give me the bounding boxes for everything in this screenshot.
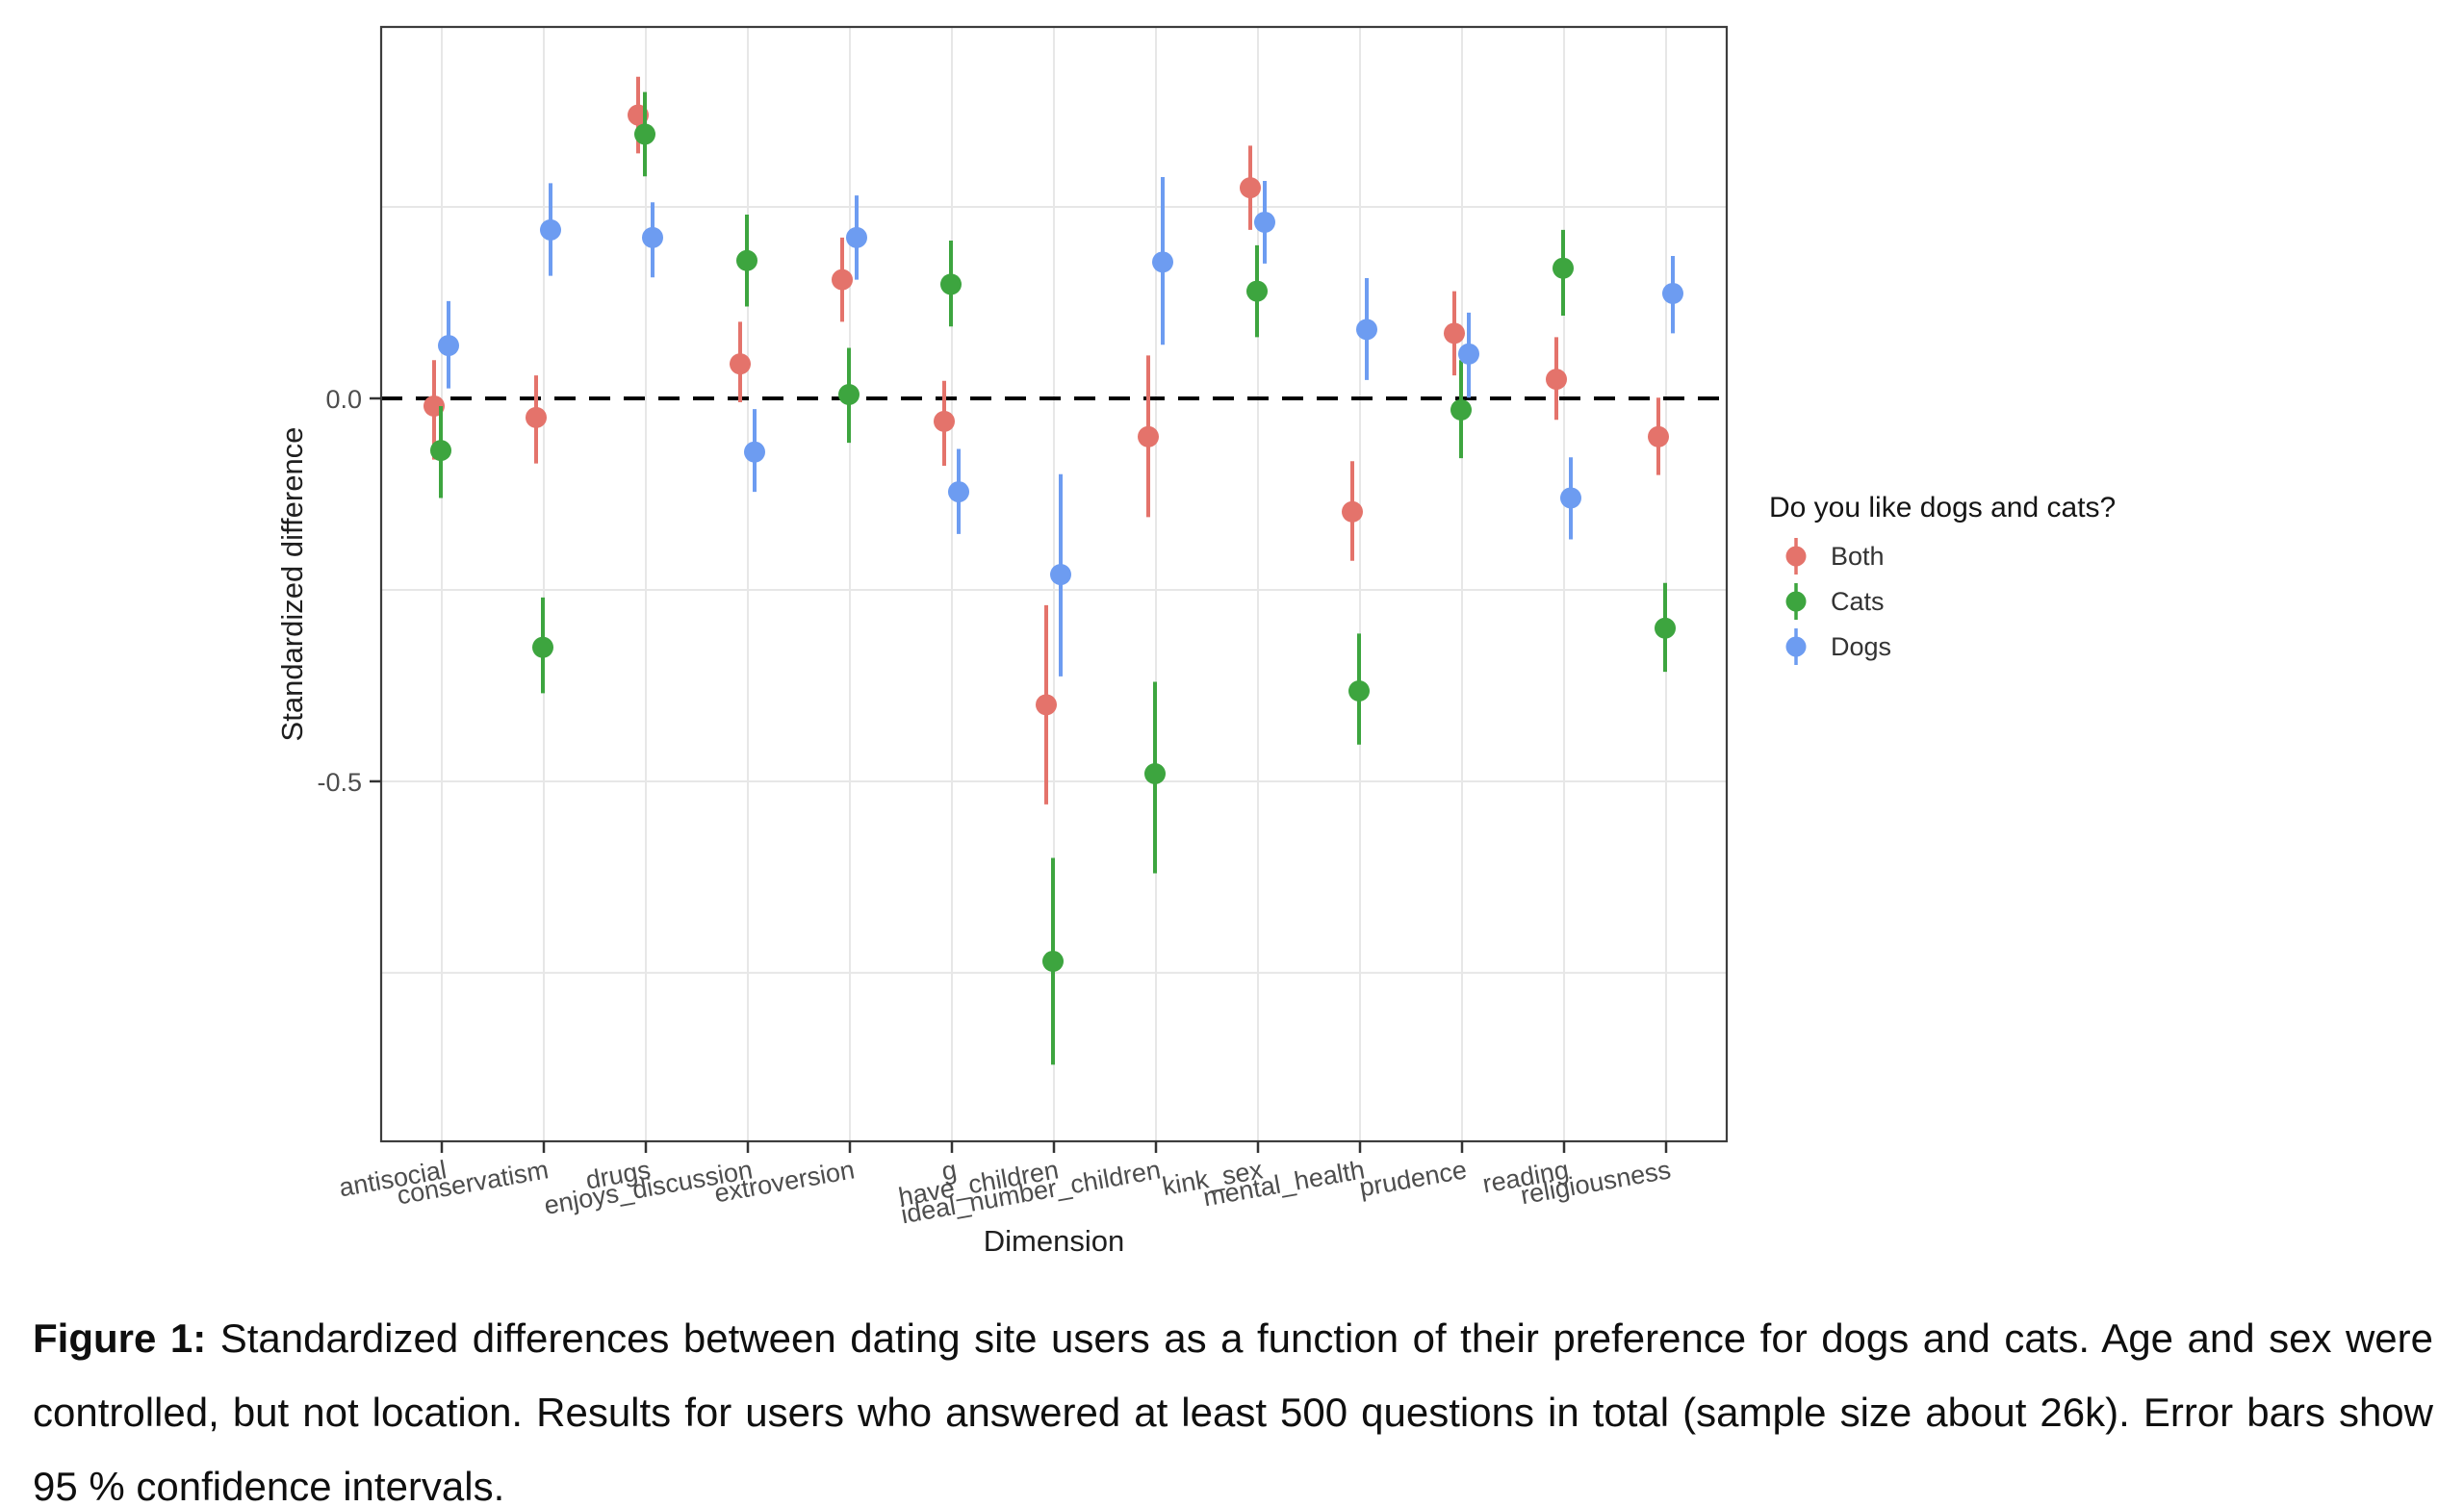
y-tick-label-0: 0.0: [325, 385, 362, 414]
data-point-Both-religiousness: [1648, 425, 1669, 447]
x-tick-label-g: g: [939, 1155, 959, 1186]
data-point-Dogs-prudence: [1458, 343, 1479, 365]
data-point-Both-g: [934, 410, 955, 432]
data-point-Cats-g: [940, 273, 962, 295]
data-point-Both-extroversion: [832, 268, 853, 291]
legend-key-dot-Both: [1785, 546, 1807, 567]
data-point-Dogs-extroversion: [846, 226, 867, 248]
data-point-Dogs-religiousness: [1662, 282, 1683, 304]
data-point-Cats-prudence: [1450, 398, 1472, 421]
legend-label-Dogs: Dogs: [1831, 632, 1891, 661]
legend-key-dot-Cats: [1785, 591, 1807, 612]
legend-label-Both: Both: [1831, 542, 1885, 571]
data-point-Dogs-enjoys_discussion: [744, 441, 765, 463]
x-tick-label-prudence: prudence: [1357, 1155, 1469, 1202]
y-tick-label--0.5: -0.5: [317, 768, 362, 797]
data-point-Both-enjoys_discussion: [730, 353, 751, 375]
data-point-Cats-reading: [1553, 257, 1574, 279]
data-point-Both-reading: [1546, 369, 1567, 391]
data-point-Dogs-ideal_number_children: [1152, 251, 1173, 273]
legend-label-Cats: Cats: [1831, 587, 1885, 616]
data-point-Cats-conservatism: [532, 636, 553, 658]
data-point-Dogs-antisocial: [438, 335, 459, 357]
data-point-Dogs-drugs: [642, 226, 663, 248]
data-point-Both-have_children: [1036, 694, 1057, 716]
caption-figure-label: Figure 1:: [33, 1315, 207, 1361]
data-point-Both-ideal_number_children: [1138, 425, 1159, 447]
data-point-Dogs-kink_sex: [1254, 211, 1275, 233]
data-point-Both-mental_health: [1342, 500, 1363, 523]
data-point-Dogs-have_children: [1050, 564, 1071, 586]
data-point-Dogs-g: [948, 481, 969, 503]
data-point-Cats-extroversion: [838, 384, 860, 406]
data-point-Cats-religiousness: [1655, 617, 1676, 639]
y-axis-title: Standardized difference: [275, 427, 309, 742]
data-point-Cats-enjoys_discussion: [736, 249, 757, 271]
legend-key-dot-Dogs: [1785, 636, 1807, 657]
data-point-Cats-ideal_number_children: [1144, 762, 1166, 784]
data-point-Cats-antisocial: [430, 440, 451, 462]
x-axis-title: Dimension: [984, 1224, 1124, 1258]
data-point-Both-conservatism: [526, 406, 547, 428]
data-point-Cats-mental_health: [1348, 680, 1370, 702]
data-point-Both-prudence: [1444, 322, 1465, 345]
data-point-Both-kink_sex: [1240, 177, 1261, 199]
data-point-Cats-drugs: [634, 123, 655, 145]
data-point-Cats-kink_sex: [1246, 280, 1268, 302]
data-point-Dogs-mental_health: [1356, 319, 1377, 341]
legend-title: Do you like dogs and cats?: [1769, 492, 2116, 524]
data-point-Dogs-reading: [1560, 487, 1581, 509]
caption-text: Standardized differences between dating …: [33, 1315, 2433, 1507]
data-point-Cats-have_children: [1042, 950, 1064, 972]
figure-caption: Figure 1: Standardized differences betwe…: [33, 1301, 2433, 1507]
data-point-Dogs-conservatism: [540, 218, 561, 241]
